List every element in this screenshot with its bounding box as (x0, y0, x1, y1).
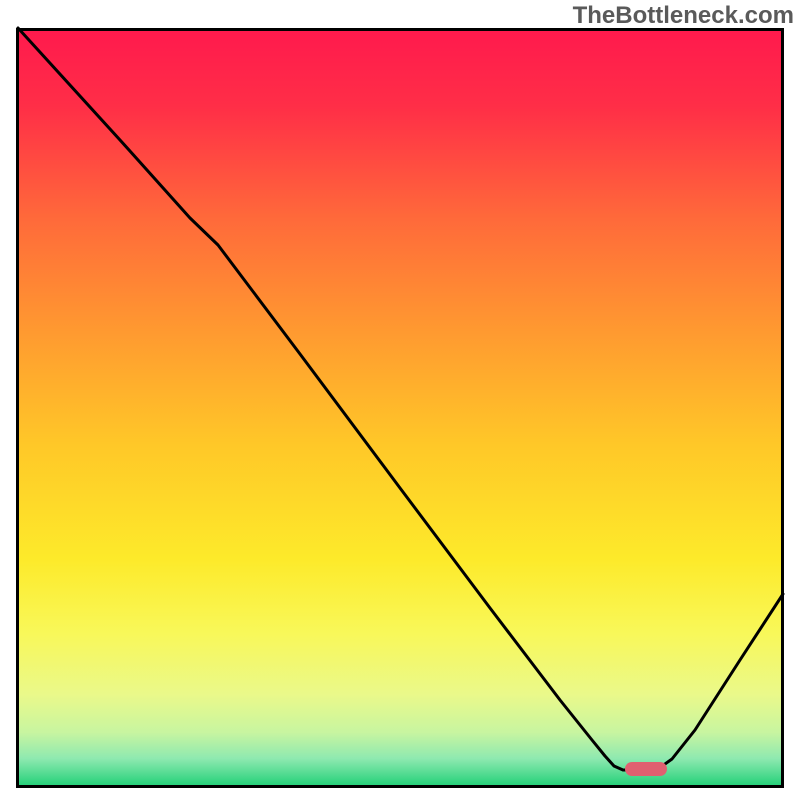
optimal-marker (625, 762, 667, 776)
canvas: TheBottleneck.com (0, 0, 800, 800)
curve-overlay (0, 0, 800, 800)
watermark-text: TheBottleneck.com (573, 2, 794, 30)
performance-curve (18, 28, 783, 770)
